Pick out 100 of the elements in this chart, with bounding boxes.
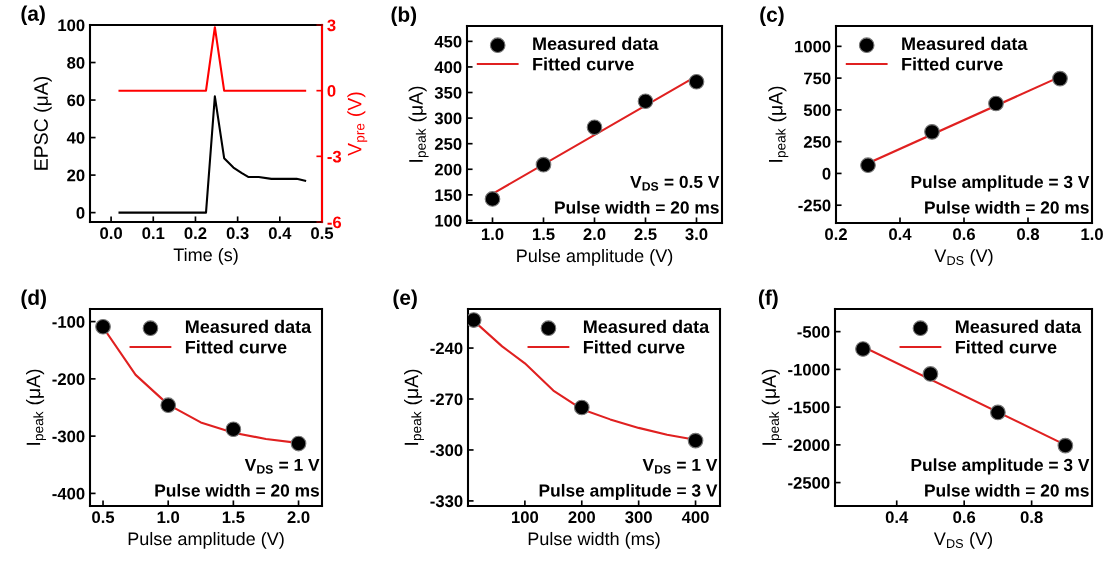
x-tick-label: 0.5 bbox=[311, 227, 334, 240]
x-tick-label: 3.0 bbox=[685, 228, 708, 241]
y-tick-label: -1000 bbox=[788, 363, 830, 376]
point bbox=[484, 191, 501, 207]
point bbox=[586, 119, 603, 136]
y-tick-label: -400 bbox=[52, 487, 85, 500]
x-axis-title: Time (s) bbox=[173, 247, 238, 265]
legend-label: Measured data bbox=[902, 36, 1028, 51]
annotation: V$_{DS}$ = 0.5 V bbox=[630, 175, 720, 191]
legend-label: Fitted curve bbox=[955, 340, 1057, 354]
x-tick-label: 0.8 bbox=[1020, 511, 1043, 524]
y-axis-title: I$_{peak}$ (μA) bbox=[761, 369, 782, 445]
x-axis-title: Pulse width (ms) bbox=[528, 531, 660, 549]
x-tick-label: 0.4 bbox=[889, 228, 912, 241]
x-tick-label: 1.0 bbox=[481, 228, 504, 241]
y-tick-label: -1500 bbox=[788, 401, 830, 414]
annotation: Pulse amplitude = 3 V bbox=[539, 483, 718, 501]
y2-tick-label: 3 bbox=[327, 19, 336, 32]
point bbox=[990, 404, 1006, 421]
x-tick-label: 0.6 bbox=[953, 511, 976, 524]
y-tick-label: 400 bbox=[434, 61, 462, 74]
point bbox=[924, 124, 940, 140]
point bbox=[688, 73, 705, 90]
legend-label: Measured data bbox=[185, 319, 312, 334]
y-axis-title: I$_{peak}$ (μA) bbox=[26, 369, 46, 445]
y-tick-label: 20 bbox=[67, 169, 85, 182]
point bbox=[573, 399, 590, 416]
y-tick-label: 40 bbox=[66, 131, 85, 144]
x-axis-title: V$_{DS}$ (V) bbox=[934, 248, 993, 266]
legend-label: Fitted curve bbox=[902, 57, 1003, 71]
y-axis-title: EPSC (μA) bbox=[33, 76, 52, 170]
chart-title: (b) bbox=[391, 6, 417, 26]
y-tick-label: 350 bbox=[434, 86, 462, 99]
x-tick-label: 0.1 bbox=[142, 227, 165, 240]
x-tick-label: 2.0 bbox=[287, 511, 310, 524]
y-axis-title: I$_{peak}$ (μA) bbox=[768, 86, 789, 162]
y-tick-label: 60 bbox=[67, 94, 85, 107]
legend-label: Fitted curve bbox=[583, 340, 685, 354]
point bbox=[160, 397, 177, 414]
chart-title: (c) bbox=[760, 6, 784, 26]
x-tick-label: 0.4 bbox=[885, 511, 909, 524]
x-tick-label: 1.0 bbox=[1081, 228, 1103, 241]
y-tick-label: -330 bbox=[430, 495, 463, 508]
annotation: V$_{DS}$ = 1 V bbox=[244, 458, 320, 474]
x-tick-label: 0.0 bbox=[100, 227, 122, 240]
y-tick-label: 200 bbox=[434, 163, 462, 176]
y-axis-title: I$_{peak}$ (μA) bbox=[408, 86, 429, 162]
x-tick-label: 300 bbox=[625, 511, 652, 524]
y-tick-label: -2000 bbox=[788, 439, 830, 452]
annotation: V$_{DS}$ = 1 V bbox=[642, 458, 718, 474]
y2-tick-label: -3 bbox=[327, 150, 342, 163]
chart-title: (d) bbox=[21, 289, 46, 309]
x-tick-label: 2.0 bbox=[583, 228, 606, 241]
point bbox=[1057, 437, 1074, 454]
point bbox=[535, 156, 552, 173]
y-tick-label: 0 bbox=[76, 207, 85, 219]
x-tick-label: 0.4 bbox=[268, 227, 292, 240]
x-tick-label: 0.5 bbox=[92, 511, 115, 524]
y-tick-label: 150 bbox=[435, 189, 462, 202]
annotation: Pulse width = 20 ms bbox=[925, 483, 1089, 497]
y-tick-label: -2500 bbox=[788, 477, 830, 489]
annotation: Pulse amplitude = 3 V bbox=[911, 175, 1090, 192]
point bbox=[855, 341, 871, 357]
y-axis-title: I$_{peak}$ (μA) bbox=[404, 369, 424, 445]
x-tick-label: 0.2 bbox=[825, 228, 847, 241]
point bbox=[95, 318, 111, 335]
y-tick-label: 250 bbox=[434, 138, 462, 150]
x-tick-label: 1.5 bbox=[222, 511, 245, 524]
y-tick-label: 100 bbox=[435, 214, 462, 227]
annotation: Pulse width = 20 ms bbox=[155, 483, 319, 497]
x-tick-label: 0.2 bbox=[184, 227, 207, 240]
point bbox=[988, 95, 1004, 112]
x-tick-label: 1.0 bbox=[157, 511, 180, 524]
chart-title: (a) bbox=[21, 5, 45, 25]
x-tick-label: 200 bbox=[568, 511, 595, 524]
x-axis-title: Pulse amplitude (V) bbox=[128, 531, 284, 549]
y-tick-label: -240 bbox=[430, 342, 463, 355]
y-tick-label: 300 bbox=[434, 112, 462, 125]
y-tick-label: -100 bbox=[52, 316, 85, 328]
legend-label: Fitted curve bbox=[533, 57, 634, 71]
y-tick-label: 250 bbox=[803, 136, 831, 148]
y-tick-label: -300 bbox=[52, 430, 85, 443]
y-tick-label: 0 bbox=[822, 167, 831, 180]
legend-label: Measured data bbox=[583, 319, 710, 334]
chart-title: (f) bbox=[758, 289, 778, 309]
legend-label: Measured data bbox=[533, 36, 659, 51]
point bbox=[290, 435, 307, 452]
y-tick-label: -500 bbox=[797, 326, 830, 338]
y-tick-label: 450 bbox=[434, 35, 462, 48]
legend-label: Measured data bbox=[955, 319, 1082, 334]
annotation: Pulse width = 20 ms bbox=[925, 200, 1089, 214]
y-tick-label: -270 bbox=[430, 393, 463, 406]
legend-label: Fitted curve bbox=[185, 340, 287, 354]
y-tick-label: -300 bbox=[430, 444, 463, 457]
point bbox=[687, 432, 704, 449]
point bbox=[637, 93, 654, 110]
point bbox=[860, 157, 876, 174]
line-series bbox=[118, 95, 307, 214]
y-tick-label: 80 bbox=[67, 56, 85, 69]
y-tick-label: -250 bbox=[798, 199, 831, 212]
